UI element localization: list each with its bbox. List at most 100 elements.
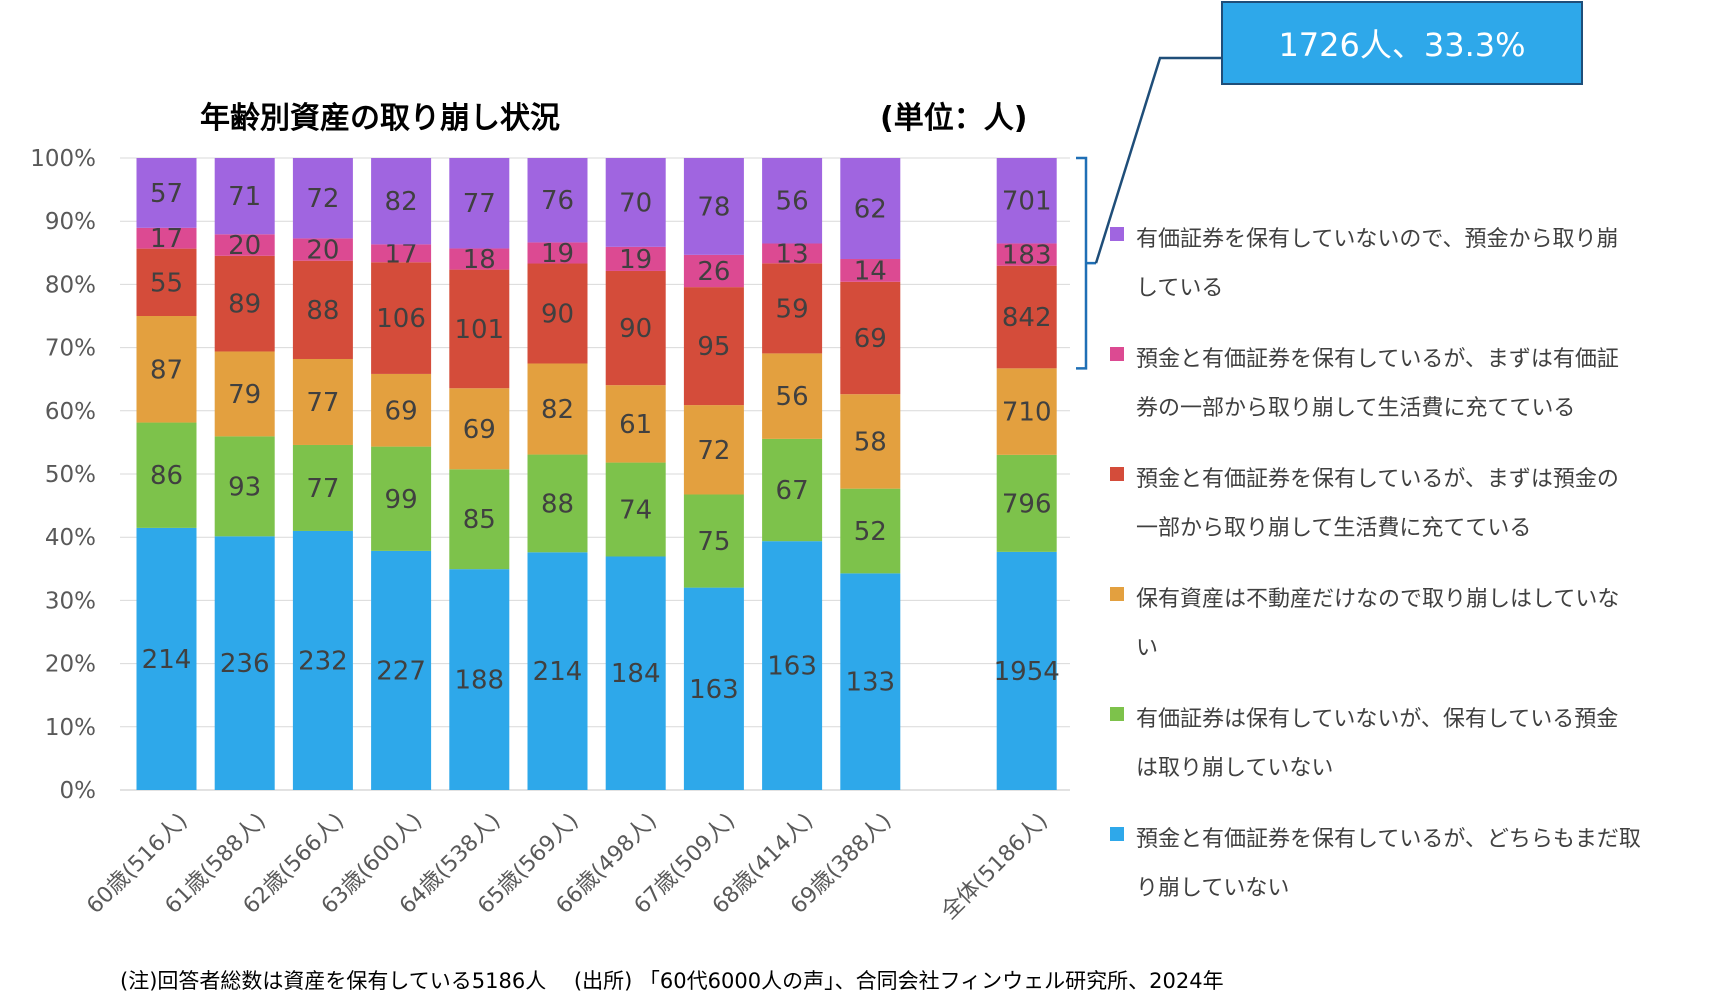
y-tick-label: 30% (45, 588, 96, 614)
legend-label: 一部から取り崩して生活費に充てている (1136, 516, 1531, 541)
data-label: 214 (533, 657, 583, 687)
data-label: 236 (220, 649, 270, 679)
data-label: 76 (541, 186, 574, 216)
data-label: 99 (385, 485, 418, 515)
data-label: 79 (228, 380, 261, 410)
data-label: 71 (228, 182, 261, 212)
bar-segment (840, 281, 901, 395)
bar-segment (996, 158, 1057, 244)
data-label: 59 (776, 294, 809, 324)
bar-segment (683, 287, 744, 406)
legend-label: り崩していない (1136, 876, 1289, 901)
data-label: 1954 (994, 657, 1060, 687)
data-label: 52 (854, 517, 887, 547)
bar-segment (683, 405, 744, 495)
chart-title: 年齢別資産の取り崩し状況 (200, 101, 560, 136)
data-label: 13 (776, 239, 809, 269)
bar-segment (449, 469, 510, 570)
data-label: 701 (1002, 187, 1052, 217)
bar-segment (840, 573, 901, 790)
bar-segment (527, 158, 588, 243)
bar-segment (292, 530, 353, 790)
bar-segment (214, 436, 275, 537)
data-label: 710 (1002, 398, 1052, 428)
bar-segment (371, 373, 432, 447)
legend-swatch (1110, 227, 1124, 241)
data-label: 184 (611, 659, 661, 689)
legend-swatch (1110, 467, 1124, 481)
legend-label: 預金と有価証券を保有しているが、まずは預金の (1136, 467, 1619, 492)
bar-segment (136, 248, 197, 316)
data-label: 77 (306, 474, 339, 504)
data-label: 82 (541, 395, 574, 425)
data-label: 19 (541, 239, 574, 269)
bar-segment (840, 488, 901, 574)
y-tick-label: 90% (45, 209, 96, 235)
bar-segment (996, 243, 1057, 266)
data-label: 57 (150, 179, 183, 209)
bar-segment (996, 454, 1057, 552)
legend-label: い (1136, 636, 1158, 661)
data-label: 17 (150, 224, 183, 254)
bar-segment (762, 438, 823, 542)
y-tick-label: 80% (45, 272, 96, 298)
gridlines (120, 157, 1070, 791)
callout-leader (1094, 56, 1222, 264)
data-label: 85 (463, 505, 496, 535)
data-label: 72 (697, 436, 730, 466)
bar-segment (605, 462, 666, 557)
bar-segment (683, 158, 744, 255)
bar-segment (371, 244, 432, 263)
legend-label: 預金と有価証券を保有しているが、どちらもまだ取 (1136, 827, 1641, 852)
bar-segment (605, 158, 666, 247)
data-label: 89 (228, 290, 261, 320)
data-label: 69 (385, 396, 418, 426)
callout: 1726人、33.3% (1094, 1, 1583, 264)
data-label: 82 (385, 187, 418, 217)
data-label: 75 (697, 527, 730, 557)
legend-swatch (1110, 707, 1124, 721)
legend-label: 有価証券は保有していないが、保有している預金 (1136, 707, 1618, 732)
y-tick-label: 20% (45, 652, 96, 678)
legend-label: 預金と有価証券を保有しているが、まずは有価証 (1136, 347, 1619, 372)
data-label: 227 (376, 656, 426, 686)
bar-segment (292, 358, 353, 445)
legend-swatch (1110, 587, 1124, 601)
y-tick-label: 70% (45, 336, 96, 362)
unit-label: (単位：人) (880, 101, 1027, 136)
data-label: 188 (454, 666, 504, 696)
bar-segment (214, 351, 275, 437)
data-label: 232 (298, 646, 348, 676)
data-label: 796 (1002, 489, 1052, 519)
bar-segment (762, 263, 823, 354)
data-label: 55 (150, 268, 183, 298)
legend-label: 有価証券を保有していないので、預金から取り崩 (1136, 227, 1618, 252)
bar-segment (292, 158, 353, 239)
bar-segment (136, 422, 197, 528)
bar-segment (449, 569, 510, 790)
callout-box (1221, 1, 1583, 85)
bar-segment (683, 254, 744, 288)
data-label: 26 (697, 257, 730, 287)
data-label: 88 (306, 296, 339, 326)
bar-segment (605, 385, 666, 463)
data-label: 62 (854, 194, 887, 224)
callout-text: 1726人、33.3% (1278, 26, 1525, 64)
overall-bracket (1076, 156, 1096, 370)
legend-label: 券の一部から取り崩して生活費に充てている (1136, 396, 1575, 421)
bar-segment (214, 255, 275, 352)
y-tick-label: 50% (45, 462, 96, 488)
bar-segment (214, 158, 275, 235)
bar-segment (605, 246, 666, 271)
bar-segment (527, 454, 588, 553)
data-label: 163 (767, 652, 817, 682)
bar-segment (292, 238, 353, 261)
bars: 214 86 87 55 17 57 236 93 79 89 20 71 232 77 77 88 20 72 2… (136, 158, 1060, 790)
bar-segment (762, 353, 823, 439)
bar-segment (683, 587, 744, 790)
bar-segment (996, 551, 1057, 790)
bar-segment (762, 243, 823, 264)
footnote: (注)回答者総数は資産を保有している5186人 (出所) 「60代6000人の声… (120, 969, 1224, 993)
bar-segment (762, 541, 823, 790)
bar-segment (449, 248, 510, 270)
